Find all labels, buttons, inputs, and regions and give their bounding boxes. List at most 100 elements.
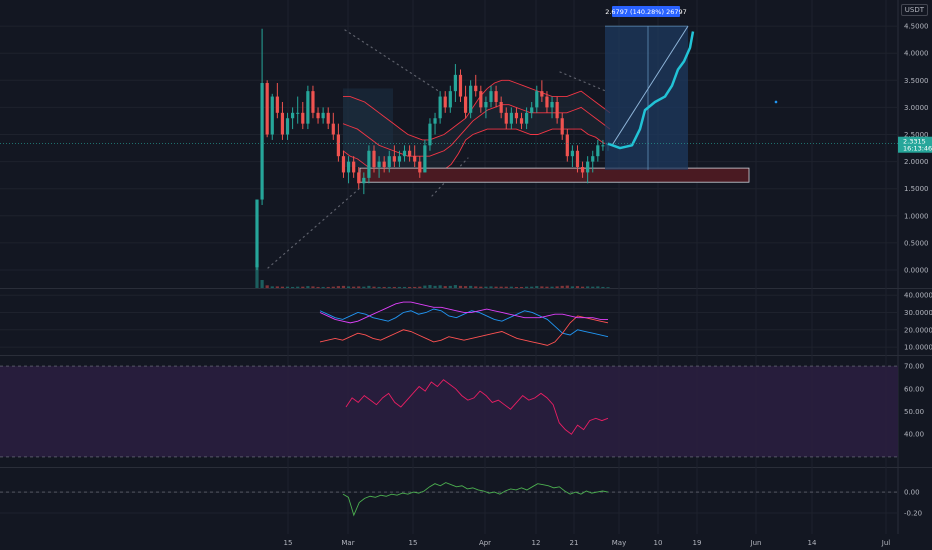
- volume-bar: [296, 286, 300, 288]
- marker-dot: [774, 100, 778, 104]
- currency-label[interactable]: USDT: [900, 4, 928, 16]
- volume-bar: [311, 286, 315, 288]
- candle-body: [540, 91, 544, 97]
- volume-bar: [336, 286, 340, 288]
- volume-bar: [331, 286, 335, 288]
- volume-bar: [326, 286, 330, 288]
- candle-body: [382, 161, 386, 168]
- volume-bar: [387, 286, 391, 288]
- candle-body: [321, 112, 325, 119]
- x-tick-label: Apr: [479, 539, 491, 547]
- x-tick-label: May: [612, 539, 626, 547]
- y-tick-label: 40.0000: [904, 292, 932, 300]
- x-tick-label: 12: [532, 539, 541, 547]
- volume-bar: [408, 286, 412, 288]
- candle-body: [555, 101, 559, 119]
- candle-body: [525, 112, 529, 124]
- candle-body: [270, 96, 274, 135]
- volume-bar: [580, 286, 585, 288]
- projection-diagonal: [611, 25, 689, 146]
- dmi-series-line: [319, 308, 609, 338]
- dmi-series-line: [319, 315, 609, 346]
- candle-body: [265, 83, 269, 135]
- candle-body: [280, 112, 285, 135]
- volume-bar: [265, 285, 269, 288]
- band-upper-line: [343, 79, 611, 141]
- rsi-band: [0, 366, 898, 457]
- candle-body: [509, 112, 513, 124]
- last-price-label: 2.3315: [903, 138, 926, 146]
- volume-bar: [555, 286, 559, 288]
- candle-body: [504, 112, 508, 124]
- x-tick-label: Jul: [881, 539, 891, 547]
- candle-body: [489, 91, 493, 102]
- y-tick-label: 0.5000: [904, 239, 929, 247]
- y-tick-label: 60.00: [904, 385, 924, 393]
- volume-bar: [397, 286, 402, 288]
- volume-bar: [357, 286, 361, 288]
- volume-bar: [423, 285, 427, 288]
- candle-body: [575, 150, 580, 168]
- projection-label-bg: [612, 6, 680, 17]
- candle-body: [408, 150, 412, 157]
- projection-label: 2.6797 (140.28%) 26797: [605, 8, 687, 16]
- candle-body: [367, 150, 371, 178]
- candle-body: [494, 91, 498, 102]
- x-tick-label: 10: [654, 539, 663, 547]
- volume-bar: [586, 286, 590, 288]
- y-tick-label: 3.0000: [904, 104, 929, 112]
- volume-bar: [448, 285, 452, 288]
- volume-bar: [540, 286, 544, 288]
- candle-body: [392, 156, 396, 162]
- candle-body: [570, 150, 574, 157]
- volume-bar: [382, 286, 386, 288]
- candle-body: [402, 150, 407, 157]
- y-tick-label: 4.5000: [904, 23, 929, 31]
- volume-bar: [575, 286, 580, 288]
- y-tick-label: 1.0000: [904, 212, 929, 220]
- band-middle-line: [342, 104, 611, 157]
- candle-body: [306, 91, 310, 124]
- candle-body: [291, 112, 295, 119]
- candle-body: [474, 85, 478, 92]
- x-tick-label: 21: [570, 539, 579, 547]
- candle-body: [311, 91, 315, 113]
- candle-body: [560, 118, 564, 135]
- y-tick-label: -0.20: [904, 510, 922, 518]
- volume-bar: [499, 286, 503, 288]
- candle-body: [479, 91, 483, 108]
- candle-body: [372, 150, 376, 168]
- candle-body: [326, 112, 330, 124]
- candle-body: [255, 199, 259, 268]
- candle-body: [580, 167, 585, 173]
- dmi-series-line: [319, 301, 608, 324]
- volume-bar: [479, 286, 483, 288]
- candle-body: [285, 118, 290, 135]
- y-tick-label: 2.0000: [904, 158, 929, 166]
- volume-bar: [301, 286, 305, 288]
- y-tick-label: 3.5000: [904, 77, 929, 85]
- volume-bar: [362, 286, 366, 288]
- candle-body: [514, 112, 519, 119]
- x-tick-label: 15: [409, 539, 418, 547]
- trendline-dots-lower: [267, 187, 361, 269]
- candle-body: [418, 161, 422, 173]
- y-tick-label: 0.0000: [904, 267, 929, 275]
- volume-bar: [346, 286, 351, 288]
- volume-bar: [352, 286, 356, 288]
- candle-body: [377, 161, 381, 168]
- candle-body: [453, 74, 457, 92]
- y-tick-label: 0.00: [904, 489, 920, 497]
- volume-bar: [530, 286, 534, 288]
- candle-body: [428, 123, 432, 146]
- y-tick-label: 50.00: [904, 408, 924, 416]
- y-tick-label: 10.0000: [904, 344, 932, 352]
- candle-body: [352, 161, 356, 173]
- volume-bar: [367, 285, 371, 288]
- candle-body: [484, 101, 488, 108]
- volume-bar: [565, 285, 569, 288]
- candle-body: [346, 161, 351, 173]
- projection-path: [607, 31, 695, 150]
- projection-box: [605, 26, 688, 170]
